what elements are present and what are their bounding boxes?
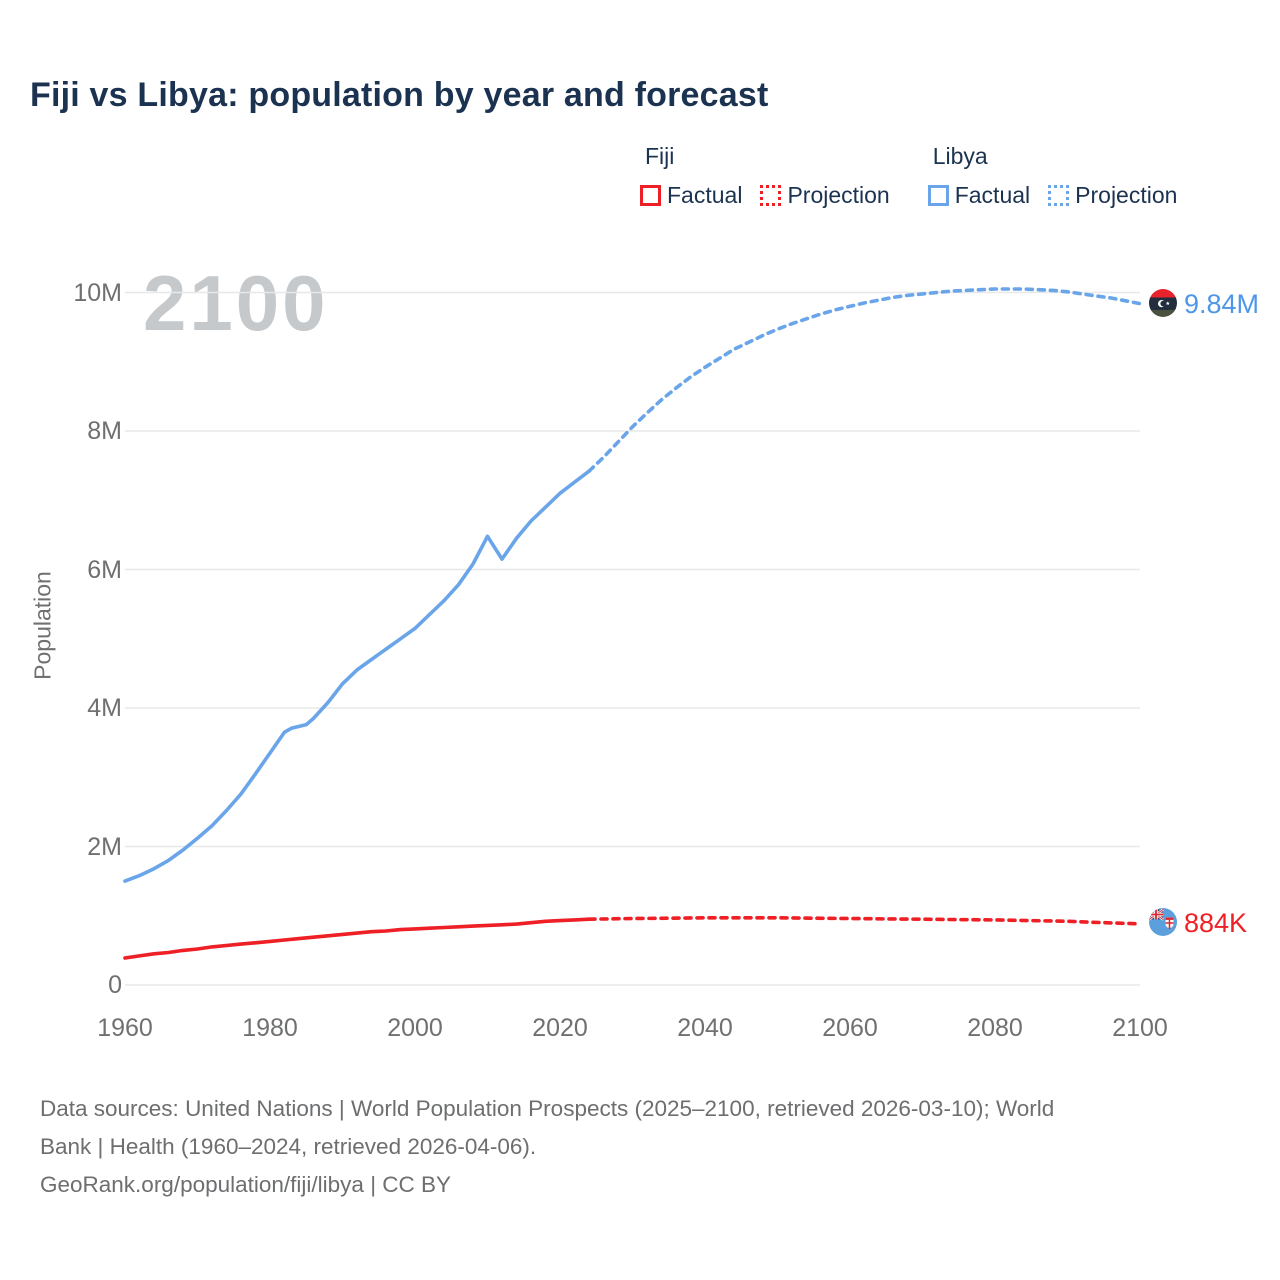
legend-item-fiji-factual[interactable]: Factual [640, 182, 742, 209]
data-sources-footer: Data sources: United Nations | World Pop… [40, 1090, 1054, 1204]
year-watermark: 2100 [143, 259, 329, 347]
footer-line[interactable]: GeoRank.org/population/fiji/libya | CC B… [40, 1172, 452, 1197]
fiji-end-value-label: 884K [1184, 908, 1248, 938]
legend-item-libya-factual[interactable]: Factual [927, 182, 1031, 209]
libya-end-value-label: 9.84M [1184, 289, 1260, 319]
legend-label: Factual [954, 182, 1031, 208]
legend-group-fiji: Fiji Factual Projection [640, 143, 890, 209]
fiji-projection-swatch-icon [760, 185, 782, 206]
x-axis-tick-label: 2060 [822, 1014, 878, 1042]
legend-group-libya: Libya Factual Projection [927, 143, 1177, 209]
fiji-factual-line [123, 917, 591, 960]
legend-items-fiji: Factual Projection [640, 182, 890, 209]
footer-line: Bank | Health (1960–2024, retrieved 2026… [40, 1134, 537, 1159]
fiji-projection-line [587, 916, 1142, 926]
x-axis-tick-label: 1980 [242, 1014, 298, 1042]
legend-label: Projection [1075, 182, 1178, 208]
libya-factual-swatch-icon [927, 185, 949, 206]
y-axis-tick-label: 4M [87, 694, 122, 722]
y-axis-tick-label: 0 [108, 971, 122, 999]
fiji-factual-swatch-icon [640, 185, 661, 206]
legend-item-libya-projection[interactable]: Projection [1048, 182, 1177, 209]
union-jack [1149, 908, 1164, 921]
fiji-shield [1165, 917, 1174, 929]
x-axis-tick-label: 2020 [532, 1014, 588, 1042]
y-axis-tick-label: 10M [73, 278, 122, 307]
y-axis-tick-label: 8M [87, 417, 122, 445]
y-axis-tick-label: 6M [87, 555, 122, 584]
libya-factual-line [123, 469, 591, 883]
x-axis-tick-label: 2100 [1112, 1014, 1168, 1042]
legend-group-title-fiji: Fiji [645, 143, 675, 169]
libya-flag-icon [1149, 289, 1177, 317]
x-axis-tick-label: 2040 [677, 1014, 733, 1042]
legend-items-libya: Factual Projection [927, 182, 1177, 209]
footer-line: Data sources: United Nations | World Pop… [40, 1096, 1055, 1121]
legend-item-fiji-projection[interactable]: Projection [760, 182, 890, 209]
legend-label: Factual [667, 182, 743, 208]
legend: Fiji Factual Projection Libya Factual [640, 143, 1177, 209]
page-title: Fiji vs Libya: population by year and fo… [30, 76, 769, 114]
fiji-flag-icon [1149, 908, 1177, 936]
legend-group-title-libya: Libya [932, 143, 988, 169]
legend-label: Projection [787, 182, 890, 208]
libya-projection-swatch-icon [1048, 185, 1070, 206]
x-axis-tick-label: 2000 [387, 1014, 443, 1042]
libya-projection-line [587, 287, 1142, 473]
y-axis-tick-label: 2M [87, 832, 122, 861]
x-axis-tick-label: 2080 [967, 1014, 1023, 1042]
x-axis-tick-label: 1960 [97, 1014, 153, 1042]
